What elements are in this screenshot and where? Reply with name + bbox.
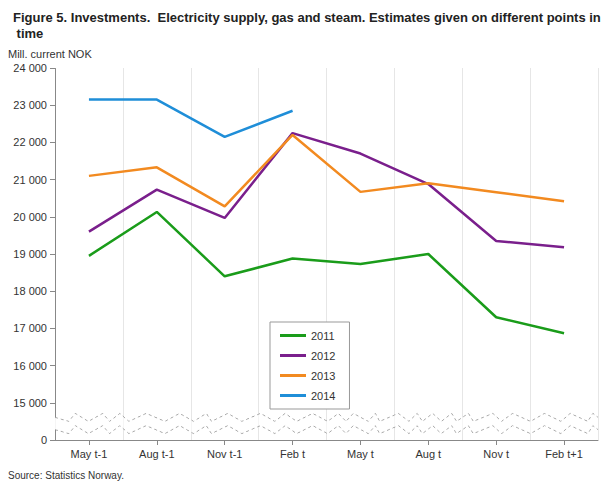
svg-text:Aug t: Aug t (415, 448, 441, 460)
svg-text:time: time (13, 26, 43, 41)
svg-text:2014: 2014 (311, 390, 335, 402)
svg-text:22 000: 22 000 (13, 136, 47, 148)
svg-text:May t: May t (347, 448, 374, 460)
svg-text:16 000: 16 000 (13, 360, 47, 372)
svg-text:21 000: 21 000 (13, 174, 47, 186)
svg-text:20 000: 20 000 (13, 211, 47, 223)
svg-text:Feb t+1: Feb t+1 (545, 448, 583, 460)
svg-text:Figure 5. Investments. Electr: Figure 5. Investments. Electricity suppl… (13, 10, 601, 25)
svg-text:19 000: 19 000 (13, 248, 47, 260)
svg-text:15 000: 15 000 (13, 397, 47, 409)
svg-text:17 000: 17 000 (13, 322, 47, 334)
svg-text:Aug t-1: Aug t-1 (139, 448, 174, 460)
svg-text:Source: Statistics Norway.: Source: Statistics Norway. (8, 470, 124, 481)
svg-text:2013: 2013 (311, 370, 335, 382)
svg-text:Mill. current NOK: Mill. current NOK (8, 48, 92, 60)
svg-text:24 000: 24 000 (13, 62, 47, 74)
svg-text:18 000: 18 000 (13, 285, 47, 297)
svg-text:2012: 2012 (311, 350, 335, 362)
svg-text:Nov t: Nov t (483, 448, 509, 460)
svg-text:Nov t-1: Nov t-1 (207, 448, 242, 460)
svg-text:May t-1: May t-1 (71, 448, 108, 460)
svg-text:23 000: 23 000 (13, 99, 47, 111)
svg-text:0: 0 (41, 434, 47, 446)
svg-text:2011: 2011 (311, 330, 335, 342)
svg-text:Feb t: Feb t (280, 448, 305, 460)
